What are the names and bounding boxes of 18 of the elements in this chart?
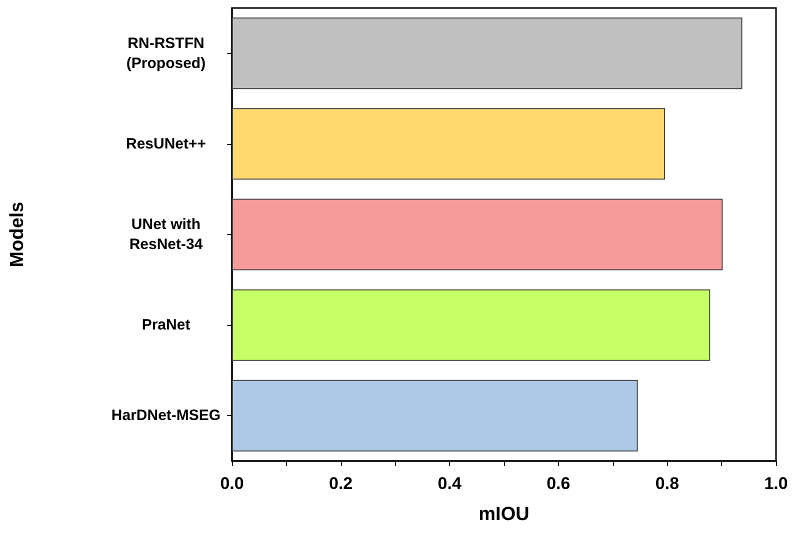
y-tick-label: HarDNet-MSEG bbox=[111, 407, 221, 424]
x-tick-label: 1.0 bbox=[764, 474, 788, 493]
x-axis-title: mIOU bbox=[478, 504, 530, 525]
x-tick-label: 0.2 bbox=[328, 474, 353, 493]
y-tick-label: UNet with ResNet-34 bbox=[129, 216, 204, 253]
bar bbox=[232, 108, 666, 180]
y-tick-label: ResUNet++ bbox=[126, 135, 206, 152]
y-axis-title: Models bbox=[7, 202, 28, 268]
bar bbox=[232, 289, 710, 361]
x-tick-label: 0.0 bbox=[220, 474, 244, 493]
y-tick-label: PraNet bbox=[142, 316, 190, 334]
x-tick-label: 0.8 bbox=[655, 474, 680, 493]
x-tick-label: 0.4 bbox=[438, 474, 462, 493]
x-tick-label: 0.6 bbox=[546, 474, 570, 493]
bar bbox=[232, 198, 723, 270]
bar bbox=[232, 18, 742, 90]
y-tick-label: RN-RSTFN (Proposed) bbox=[126, 34, 206, 72]
bar bbox=[232, 380, 638, 452]
